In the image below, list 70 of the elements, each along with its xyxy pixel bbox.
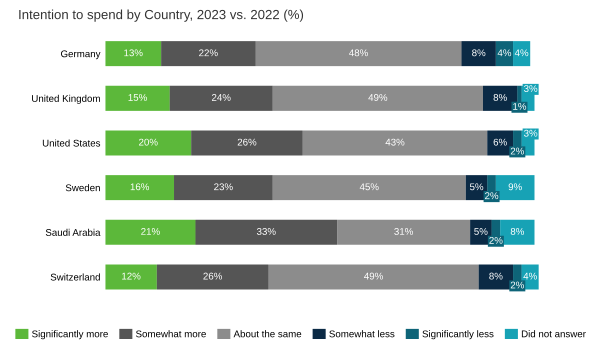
data-label: 6% bbox=[494, 138, 507, 146]
bar bbox=[513, 41, 530, 66]
y-tick-label: United States bbox=[42, 139, 100, 147]
bar bbox=[302, 130, 488, 156]
legend-label: Did not answer bbox=[522, 330, 586, 338]
y-tick-label: Saudi Arabia bbox=[46, 228, 100, 236]
data-label: 2% bbox=[489, 236, 503, 244]
bar bbox=[462, 41, 496, 66]
bar bbox=[272, 86, 483, 111]
data-label: 8% bbox=[494, 94, 507, 101]
data-label: 15% bbox=[128, 94, 147, 101]
legend-label: Somewhat more bbox=[136, 330, 206, 338]
bar bbox=[105, 175, 174, 200]
legend-label: About the same bbox=[234, 330, 302, 338]
data-label: 8% bbox=[510, 228, 524, 235]
data-label: 23% bbox=[214, 183, 233, 190]
bar bbox=[170, 86, 273, 111]
bar bbox=[161, 41, 256, 66]
bar bbox=[105, 130, 192, 156]
bar bbox=[337, 220, 470, 245]
data-label: 24% bbox=[212, 94, 231, 101]
bar bbox=[191, 130, 303, 156]
data-label: 26% bbox=[203, 272, 222, 280]
data-label: 3% bbox=[524, 130, 538, 137]
data-label: 2% bbox=[510, 282, 524, 288]
data-label: 20% bbox=[139, 138, 158, 146]
data-label: 12% bbox=[122, 272, 140, 280]
data-label: 1% bbox=[513, 103, 526, 110]
data-label: 49% bbox=[368, 94, 388, 101]
data-label: 5% bbox=[470, 183, 484, 190]
data-label: 3% bbox=[524, 85, 538, 92]
data-label: 33% bbox=[256, 228, 276, 235]
data-label: 8% bbox=[472, 49, 486, 56]
legend-label: Somewhat less bbox=[329, 330, 394, 338]
y-tick-label: Switzerland bbox=[50, 273, 100, 281]
bar bbox=[272, 175, 466, 200]
data-label: 2% bbox=[510, 148, 524, 154]
data-label: 45% bbox=[360, 183, 379, 190]
y-tick-label: Germany bbox=[61, 50, 100, 60]
bar bbox=[174, 175, 273, 200]
bar bbox=[256, 41, 462, 66]
data-label: 2% bbox=[485, 192, 498, 200]
chart-title: Intention to spend by Country, 2023 vs. 2022 (%) bbox=[19, 10, 304, 22]
data-label: 26% bbox=[238, 138, 256, 146]
y-tick-label: United Kingdom bbox=[32, 94, 100, 104]
data-label: 43% bbox=[386, 138, 404, 146]
data-label: 5% bbox=[474, 228, 488, 235]
bar bbox=[496, 41, 514, 66]
data-label: 8% bbox=[489, 272, 503, 280]
bar bbox=[268, 264, 479, 290]
bar bbox=[105, 220, 196, 245]
data-label: 21% bbox=[141, 228, 160, 235]
data-label: 4% bbox=[523, 272, 537, 280]
data-label: 9% bbox=[508, 183, 522, 190]
y-tick-label: Sweden bbox=[66, 184, 100, 192]
bar bbox=[105, 264, 157, 290]
data-label: 49% bbox=[364, 272, 383, 280]
data-label: 13% bbox=[124, 49, 143, 56]
bar bbox=[105, 86, 170, 111]
data-label: 16% bbox=[130, 183, 150, 190]
bar bbox=[105, 41, 162, 66]
data-label: 4% bbox=[514, 49, 528, 56]
bar bbox=[156, 264, 268, 290]
legend-label: Significantly more bbox=[32, 330, 108, 340]
bar bbox=[195, 220, 338, 245]
data-label: 22% bbox=[199, 49, 218, 56]
data-label: 48% bbox=[349, 49, 368, 56]
legend-label: Significantly less bbox=[422, 330, 494, 340]
data-label: 4% bbox=[498, 49, 512, 56]
data-label: 31% bbox=[394, 228, 413, 235]
